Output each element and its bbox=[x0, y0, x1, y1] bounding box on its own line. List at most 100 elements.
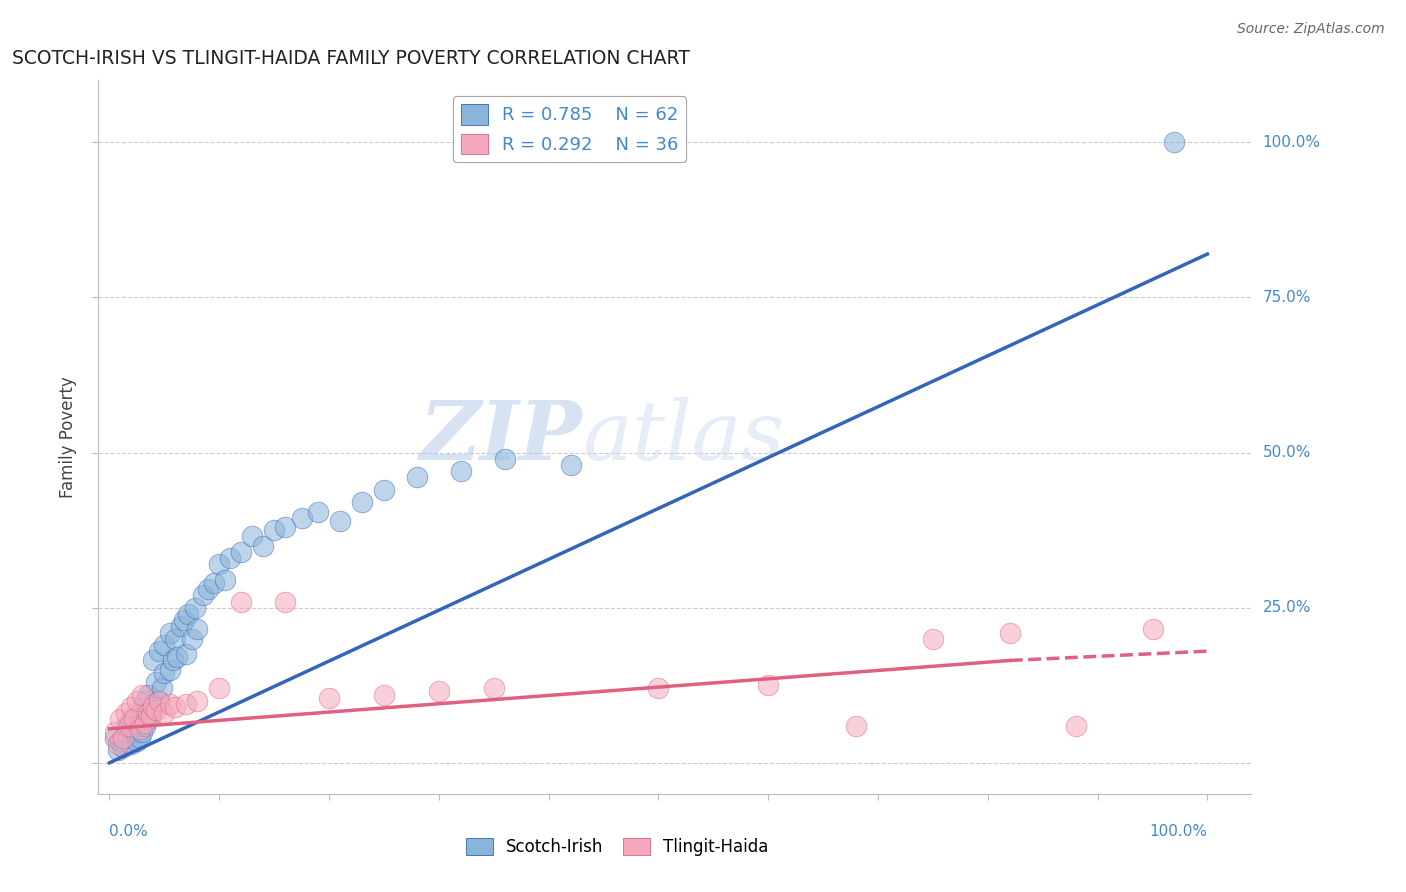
Point bbox=[111, 740, 134, 755]
Point bbox=[240, 529, 263, 543]
Point bbox=[166, 650, 188, 665]
Point bbox=[219, 551, 242, 566]
Point bbox=[134, 715, 156, 730]
Point bbox=[998, 625, 1021, 640]
Point bbox=[111, 731, 134, 745]
Point bbox=[208, 558, 231, 572]
Point bbox=[170, 619, 193, 633]
Point bbox=[125, 734, 148, 748]
Point bbox=[845, 718, 868, 732]
Point bbox=[153, 638, 176, 652]
Text: Source: ZipAtlas.com: Source: ZipAtlas.com bbox=[1237, 22, 1385, 37]
Point bbox=[165, 632, 187, 646]
Point bbox=[373, 483, 395, 497]
Point bbox=[1142, 623, 1164, 637]
Point bbox=[202, 575, 225, 590]
Point bbox=[115, 724, 138, 739]
Point bbox=[405, 470, 427, 484]
Point bbox=[120, 700, 142, 714]
Point bbox=[134, 694, 156, 708]
Point bbox=[274, 520, 297, 534]
Point bbox=[159, 663, 181, 677]
Point bbox=[159, 625, 181, 640]
Text: atlas: atlas bbox=[582, 397, 785, 477]
Point bbox=[120, 737, 142, 751]
Point bbox=[129, 706, 152, 721]
Point bbox=[373, 688, 395, 702]
Point bbox=[450, 464, 472, 478]
Point bbox=[191, 588, 214, 602]
Point bbox=[756, 678, 779, 692]
Point bbox=[136, 706, 159, 721]
Point bbox=[148, 694, 170, 708]
Point bbox=[134, 718, 156, 732]
Point bbox=[120, 713, 142, 727]
Point bbox=[1064, 718, 1087, 732]
Point bbox=[350, 495, 373, 509]
Point bbox=[129, 722, 152, 736]
Point bbox=[118, 718, 141, 732]
Point bbox=[252, 539, 274, 553]
Text: 100.0%: 100.0% bbox=[1150, 824, 1208, 839]
Point bbox=[131, 688, 153, 702]
Point bbox=[125, 715, 148, 730]
Point bbox=[307, 504, 329, 518]
Point bbox=[122, 713, 145, 727]
Point bbox=[184, 600, 207, 615]
Point bbox=[139, 709, 162, 723]
Text: 100.0%: 100.0% bbox=[1263, 135, 1320, 150]
Text: 50.0%: 50.0% bbox=[1263, 445, 1310, 460]
Point bbox=[263, 523, 285, 537]
Point bbox=[107, 737, 129, 751]
Point bbox=[142, 697, 165, 711]
Point bbox=[162, 653, 184, 667]
Point bbox=[231, 545, 253, 559]
Point bbox=[104, 724, 127, 739]
Point bbox=[560, 458, 582, 472]
Point bbox=[122, 722, 145, 736]
Point bbox=[104, 731, 127, 745]
Point bbox=[142, 653, 165, 667]
Point bbox=[482, 681, 505, 696]
Point bbox=[118, 728, 141, 742]
Point bbox=[131, 724, 153, 739]
Point bbox=[186, 694, 208, 708]
Point bbox=[107, 743, 129, 757]
Point bbox=[129, 731, 152, 745]
Point bbox=[177, 607, 200, 621]
Point bbox=[186, 623, 208, 637]
Point bbox=[427, 684, 450, 698]
Point bbox=[208, 681, 231, 696]
Point bbox=[647, 681, 669, 696]
Point bbox=[142, 700, 165, 714]
Point bbox=[115, 706, 138, 721]
Text: SCOTCH-IRISH VS TLINGIT-HAIDA FAMILY POVERTY CORRELATION CHART: SCOTCH-IRISH VS TLINGIT-HAIDA FAMILY POV… bbox=[13, 48, 690, 68]
Point bbox=[214, 573, 236, 587]
Point bbox=[180, 632, 202, 646]
Point bbox=[173, 613, 195, 627]
Point bbox=[136, 713, 159, 727]
Text: 0.0%: 0.0% bbox=[110, 824, 148, 839]
Point bbox=[139, 706, 162, 721]
Text: 25.0%: 25.0% bbox=[1263, 600, 1310, 615]
Point bbox=[1163, 136, 1185, 150]
Point bbox=[174, 647, 197, 661]
Point bbox=[148, 694, 170, 708]
Point bbox=[174, 697, 197, 711]
Point bbox=[153, 706, 176, 721]
Legend: R = 0.785    N = 62, R = 0.292    N = 36: R = 0.785 N = 62, R = 0.292 N = 36 bbox=[453, 96, 686, 161]
Point bbox=[290, 510, 312, 524]
Point bbox=[150, 681, 173, 696]
Text: 75.0%: 75.0% bbox=[1263, 290, 1310, 305]
Point bbox=[165, 700, 187, 714]
Point bbox=[494, 451, 516, 466]
Point bbox=[110, 713, 132, 727]
Point bbox=[159, 697, 181, 711]
Point bbox=[153, 665, 176, 680]
Point bbox=[197, 582, 219, 596]
Point bbox=[274, 594, 297, 608]
Point bbox=[131, 700, 153, 714]
Point bbox=[136, 688, 159, 702]
Point bbox=[125, 694, 148, 708]
Text: ZIP: ZIP bbox=[420, 397, 582, 477]
